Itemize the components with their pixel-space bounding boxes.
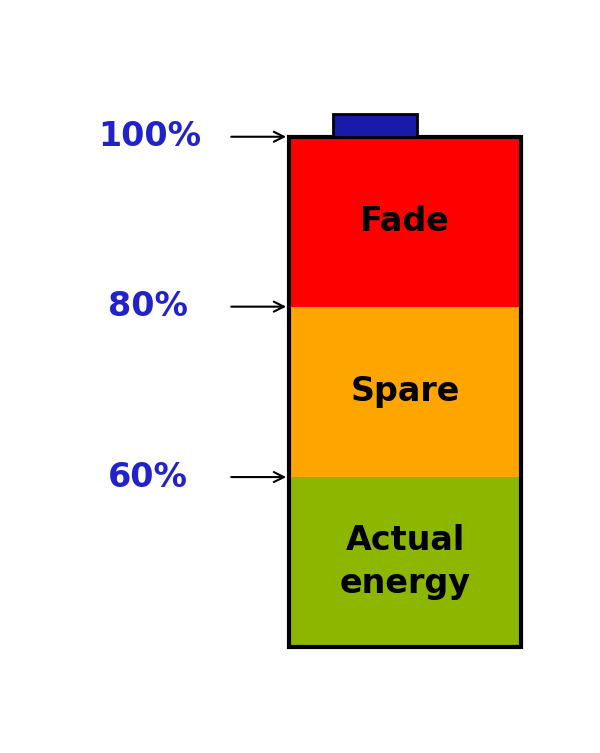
Bar — [289, 137, 521, 306]
Bar — [289, 306, 521, 477]
Text: Fade: Fade — [360, 206, 450, 239]
Bar — [289, 477, 521, 647]
Text: Actual
energy: Actual energy — [340, 523, 470, 600]
Text: 80%: 80% — [107, 290, 187, 323]
Text: 60%: 60% — [107, 461, 187, 493]
Bar — [333, 114, 417, 137]
Text: Spare: Spare — [350, 375, 460, 408]
Text: 100%: 100% — [98, 120, 201, 154]
Bar — [289, 137, 521, 647]
